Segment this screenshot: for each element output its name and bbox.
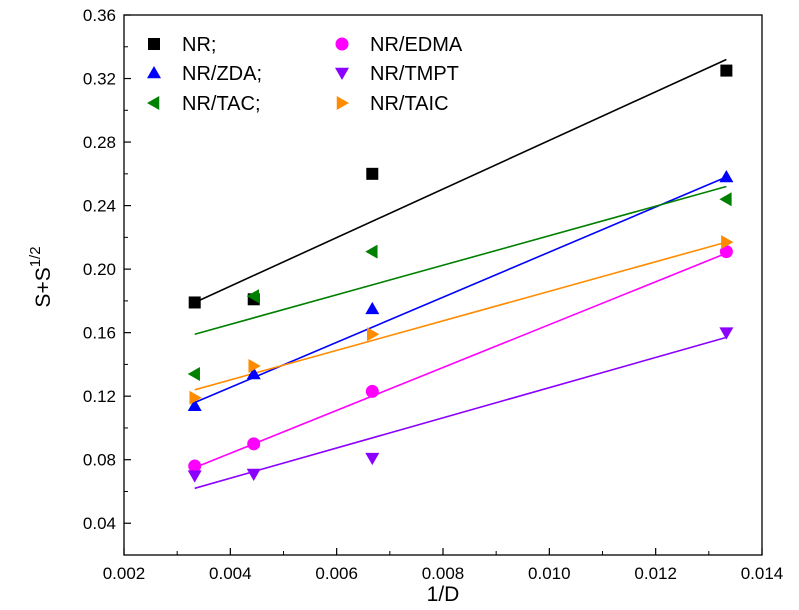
data-point-nr-tac — [187, 366, 200, 381]
data-point-nr-tmpt — [365, 452, 380, 466]
legend-label-nr-edma: NR/EDMA — [370, 34, 463, 56]
legend-label-nr-tac: NR/TAC; — [182, 93, 261, 115]
svg-text:S+S1/2: S+S1/2 — [27, 246, 55, 307]
x-tick-label: 0.012 — [634, 564, 677, 583]
data-point-nr-taic — [189, 390, 202, 405]
data-point-nr-taic — [721, 235, 734, 250]
data-point-nr-edma — [719, 245, 733, 259]
data-point-nr-tac — [719, 192, 732, 207]
fit-line-nr-tmpt — [194, 336, 727, 490]
legend-label-nr: NR; — [182, 34, 216, 56]
y-axis-title-main: S+S — [32, 267, 55, 307]
data-point-nr-zda — [187, 398, 202, 411]
fit-line-nr-tac — [194, 185, 727, 336]
fit-line-nr-taic — [194, 241, 727, 391]
data-point-nr-taic — [248, 359, 261, 373]
legend-marker-nr-tac — [147, 96, 160, 110]
legend-label-nr-tmpt: NR/TMPT — [370, 63, 459, 85]
data-point-nr-tmpt — [719, 327, 734, 340]
data-point-nr-edma — [365, 384, 379, 398]
y-tick-label: 0.36 — [83, 6, 116, 25]
data-point-nr — [720, 64, 733, 77]
x-tick-label: 0.002 — [103, 564, 146, 583]
data-point-nr-edma — [247, 437, 261, 451]
data-point-nr-tmpt — [246, 468, 261, 481]
x-tick-label: 0.004 — [209, 564, 252, 583]
fit-line-nr — [194, 58, 727, 304]
y-tick-label: 0.20 — [83, 260, 116, 279]
fit-lines — [194, 58, 727, 490]
legend-marker-nr-zda — [147, 66, 161, 79]
legend-label-nr-zda: NR/ZDA; — [182, 63, 262, 85]
legend-marker-nr — [148, 38, 160, 50]
data-point-nr — [366, 167, 379, 180]
y-tick-label: 0.16 — [83, 324, 116, 343]
legend-marker-nr-taic — [336, 96, 349, 110]
axis-ticks: 0.002 0.004 0.006 0.008 0.010 0.012 0.014 0.04 0… — [83, 6, 783, 583]
data-point-nr-tac — [365, 244, 378, 259]
y-axis-title: S+S1/2 — [27, 246, 55, 307]
data-point-nr-tmpt — [187, 470, 202, 483]
data-point-nr-zda — [719, 170, 734, 183]
x-axis-title: 1/D — [427, 583, 460, 606]
data-point-nr-zda — [246, 366, 261, 380]
data-markers — [187, 64, 734, 483]
legend-label-nr-taic: NR/TAIC — [370, 93, 449, 115]
fit-line-nr-edma — [194, 252, 727, 469]
y-tick-label: 0.28 — [83, 133, 116, 152]
x-tick-label: 0.008 — [422, 564, 465, 583]
y-tick-label: 0.24 — [83, 197, 116, 216]
y-axis-title-superscript: 1/2 — [27, 246, 44, 267]
y-tick-label: 0.04 — [83, 514, 116, 533]
y-tick-label: 0.12 — [83, 387, 116, 406]
data-point-nr — [188, 296, 201, 309]
x-tick-label: 0.010 — [528, 564, 571, 583]
x-tick-label: 0.014 — [741, 564, 784, 583]
data-point-nr-edma — [188, 459, 202, 473]
legend: NR; NR/ZDA; NR/TAC; NR/EDMA NR/TMPT NR/TAIC — [147, 34, 463, 115]
y-tick-label: 0.08 — [83, 451, 116, 470]
data-point-nr-tac — [246, 289, 259, 304]
data-point-nr-zda — [365, 301, 380, 315]
data-point-nr-taic — [367, 327, 380, 342]
legend-marker-nr-edma — [335, 37, 349, 51]
legend-marker-nr-tmpt — [335, 67, 349, 80]
y-tick-label: 0.32 — [83, 70, 116, 89]
x-tick-label: 0.006 — [315, 564, 358, 583]
